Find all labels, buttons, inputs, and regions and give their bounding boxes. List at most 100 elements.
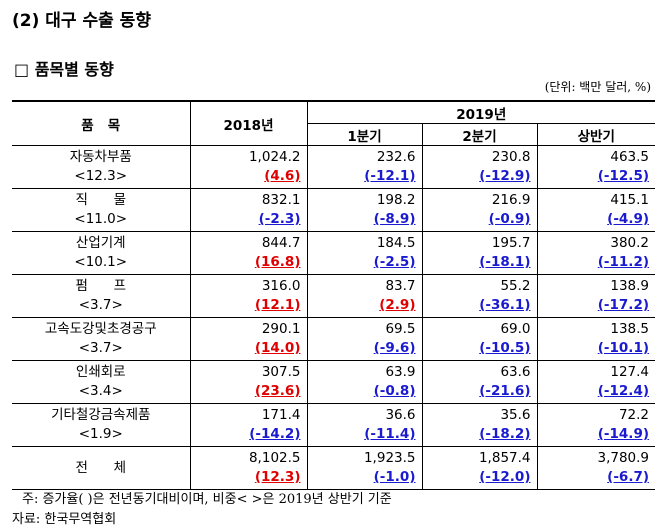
value: 8,102.5 <box>248 450 301 466</box>
value-cell: 216.9 (-0.9) <box>421 188 538 232</box>
title: (2) 대구 수출 동향 <box>12 11 151 31</box>
value-cell: 171.4 (-14.2) <box>189 403 308 447</box>
change-rate: (12.1) <box>254 297 301 313</box>
item-name: 인쇄회로 <box>75 364 126 380</box>
change-rate: (-14.9) <box>597 426 650 442</box>
change-rate: (16.8) <box>254 254 301 270</box>
header-q2: 2분기 <box>421 123 538 146</box>
value-cell: 1,024.2 (4.6) <box>189 145 308 189</box>
row: 자동차부품 <12.3> 1,024.2 (4.6) 232.6 (-12.1) 230.8… <box>12 145 656 189</box>
value-cell: 307.5 (23.6) <box>189 360 308 404</box>
header-item: 품 목 <box>12 100 191 146</box>
value: 832.1 <box>261 192 301 208</box>
unit: (단위: 백만 달러, %) <box>544 80 651 94</box>
value: 138.5 <box>610 321 650 337</box>
item-cell: 직 물 <11.0> <box>12 188 191 232</box>
value-cell: 463.5 (-12.5) <box>536 145 656 189</box>
change-rate: (14.0) <box>254 340 301 356</box>
item-cell: 고속도강및초경공구 <3.7> <box>12 317 191 361</box>
row: 산업기계 <10.1> 844.7 (16.8) 184.5 (-2.5) 195.7 (-1… <box>12 231 656 275</box>
value: 1,024.2 <box>248 149 301 165</box>
change-rate: (2.9) <box>379 297 416 313</box>
item-cell: 자동차부품 <12.3> <box>12 145 191 189</box>
value-cell: 63.6 (-21.6) <box>421 360 538 404</box>
value-cell: 8,102.5 (12.3) <box>189 446 308 490</box>
value-cell: 63.9 (-0.8) <box>306 360 423 404</box>
change-rate: (-1.0) <box>373 469 416 485</box>
change-rate: (-12.4) <box>597 383 650 399</box>
value: 195.7 <box>491 235 531 251</box>
change-rate: (-6.7) <box>607 469 650 485</box>
item-name: 산업기계 <box>75 235 126 251</box>
value-cell: 138.5 (-10.1) <box>536 317 656 361</box>
item-share: <3.4> <box>78 383 123 399</box>
change-rate: (4.6) <box>264 168 301 184</box>
change-rate: (-18.1) <box>479 254 531 270</box>
item-name: 고속도강및초경공구 <box>44 321 157 337</box>
item-cell: 산업기계 <10.1> <box>12 231 191 275</box>
value: 69.0 <box>500 321 531 337</box>
change-rate: (-0.9) <box>488 211 531 227</box>
item-share: <3.7> <box>78 340 123 356</box>
row: 기타철강금속제품 <1.9> 171.4 (-14.2) 36.6 (-11.4) 35.6… <box>12 403 656 447</box>
source: 자료: 한국무역협회 <box>12 512 117 527</box>
item-share: <3.7> <box>78 297 123 313</box>
item-cell: 펌 프 <3.7> <box>12 274 191 318</box>
change-rate: (-14.2) <box>249 426 301 442</box>
change-rate: (-10.1) <box>597 340 650 356</box>
item-name: 직 물 <box>75 192 127 208</box>
value-cell: 184.5 (-2.5) <box>306 231 423 275</box>
value-cell: 195.7 (-18.1) <box>421 231 538 275</box>
value: 55.2 <box>500 278 531 294</box>
value: 138.9 <box>610 278 650 294</box>
value-cell: 316.0 (12.1) <box>189 274 308 318</box>
value-cell: 127.4 (-12.4) <box>536 360 656 404</box>
change-rate: (-11.4) <box>364 426 416 442</box>
value-cell: 1,857.4 (-12.0) <box>421 446 538 490</box>
value-cell: 69.5 (-9.6) <box>306 317 423 361</box>
change-rate: (-12.5) <box>597 168 650 184</box>
value: 69.5 <box>385 321 416 337</box>
change-rate: (-11.2) <box>597 254 650 270</box>
change-rate: (-4.9) <box>607 211 650 227</box>
change-rate: (-2.5) <box>373 254 416 270</box>
value: 316.0 <box>261 278 301 294</box>
value: 198.2 <box>376 192 416 208</box>
value: 3,780.9 <box>597 450 650 466</box>
change-rate: (-12.1) <box>364 168 416 184</box>
value-cell: 1,923.5 (-1.0) <box>306 446 423 490</box>
value-cell: 83.7 (2.9) <box>306 274 423 318</box>
row: 인쇄회로 <3.4> 307.5 (23.6) 63.9 (-0.8) 63.6 (-21.6… <box>12 360 656 404</box>
change-rate: (-12.9) <box>479 168 531 184</box>
change-rate: (-12.0) <box>479 469 531 485</box>
value-cell: 36.6 (-11.4) <box>306 403 423 447</box>
change-rate: (12.3) <box>254 469 301 485</box>
subtitle: □ 품목별 동향 <box>14 60 114 79</box>
change-rate: (-17.2) <box>597 297 650 313</box>
value: 184.5 <box>376 235 416 251</box>
change-rate: (-18.2) <box>479 426 531 442</box>
value: 844.7 <box>261 235 301 251</box>
value: 36.6 <box>385 407 416 423</box>
value: 230.8 <box>491 149 531 165</box>
row: 직 물 <11.0> 832.1 (-2.3) 198.2 (-8.9) 216.9 (-0.… <box>12 188 656 232</box>
value: 232.6 <box>376 149 416 165</box>
value-cell: 290.1 (14.0) <box>189 317 308 361</box>
value: 290.1 <box>261 321 301 337</box>
value: 127.4 <box>610 364 650 380</box>
value: 83.7 <box>385 278 416 294</box>
row: 고속도강및초경공구 <3.7> 290.1 (14.0) 69.5 (-9.6) 69.0 (… <box>12 317 656 361</box>
value-cell: 415.1 (-4.9) <box>536 188 656 232</box>
value-cell: 72.2 (-14.9) <box>536 403 656 447</box>
value-cell: 832.1 (-2.3) <box>189 188 308 232</box>
value: 72.2 <box>618 407 650 423</box>
change-rate: (-10.5) <box>479 340 531 356</box>
row: 펌 프 <3.7> 316.0 (12.1) 83.7 (2.9) 55.2 (-36.1) 1… <box>12 274 656 318</box>
item-cell: 인쇄회로 <3.4> <box>12 360 191 404</box>
header-2018: 2018년 <box>189 100 308 146</box>
item-name: 펌 프 <box>75 278 127 294</box>
table-body: 자동차부품 <12.3> 1,024.2 (4.6) 232.6 (-12.1) 230.8… <box>12 145 656 490</box>
header-q1: 1분기 <box>307 123 423 146</box>
change-rate: (-9.6) <box>373 340 416 356</box>
